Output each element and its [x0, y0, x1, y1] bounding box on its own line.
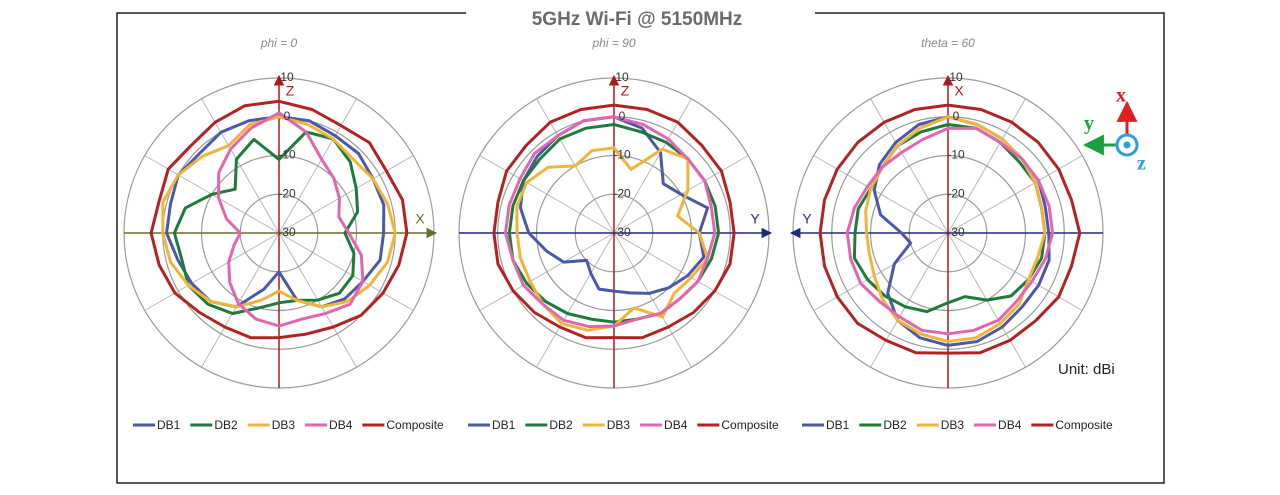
r-tick-label: 10	[615, 70, 629, 84]
subtitle: theta = 60	[921, 36, 975, 50]
icon-z-label: z	[1137, 153, 1146, 175]
r-tick-label: 10	[949, 70, 963, 84]
r-tick-label: -10	[613, 148, 631, 162]
r-tick-label: -20	[278, 186, 296, 200]
r-tick-label: -10	[947, 148, 965, 162]
series-line	[504, 115, 717, 329]
r-tick-label: -10	[278, 148, 296, 162]
legend-label: DB4	[998, 418, 1022, 432]
subtitle: phi = 0	[260, 36, 298, 50]
series-line	[161, 115, 397, 309]
horizontal-axis-label: Y	[802, 211, 812, 227]
series-line	[845, 126, 1055, 336]
legend-label: DB3	[272, 418, 296, 432]
r-tick-label: 0	[619, 109, 626, 123]
polar-chart: phi = 0 Z X 10 0 -10 -20 -30 DB1 DB2 DB3 DB4 Composi…	[123, 36, 444, 432]
r-tick-label: -30	[278, 225, 296, 239]
icon-z-dot	[1123, 141, 1131, 149]
legend-label: DB2	[549, 418, 573, 432]
axes-icon: x y z	[1082, 85, 1146, 175]
icon-x-label: x	[1116, 85, 1126, 107]
vertical-axis-label: Z	[286, 83, 295, 99]
subtitle: phi = 90	[591, 36, 635, 50]
r-tick-label: 0	[284, 109, 291, 123]
r-tick-label: 10	[280, 70, 294, 84]
horizontal-axis-label: X	[415, 211, 425, 227]
vertical-axis-label: Z	[621, 83, 630, 99]
legend-label: DB3	[607, 418, 631, 432]
r-tick-label: -20	[613, 186, 631, 200]
legend-label: DB3	[941, 418, 965, 432]
legend-label: DB4	[664, 418, 688, 432]
legend-label: Composite	[721, 418, 779, 432]
icon-y-label: y	[1084, 113, 1094, 135]
polar-chart: theta = 60 X Y 10 0 -10 -20 -30 DB1 DB2 DB3 DB4 Comp…	[789, 36, 1113, 432]
legend-label: DB4	[329, 418, 353, 432]
legend-label: DB1	[492, 418, 516, 432]
horizontal-axis-label: Y	[750, 211, 760, 227]
series-line	[172, 130, 360, 315]
r-tick-label: -30	[947, 225, 965, 239]
series-line	[217, 111, 365, 328]
r-tick-label: -30	[613, 225, 631, 239]
r-tick-label: 0	[953, 109, 960, 123]
series-line	[818, 103, 1082, 355]
legend-label: DB1	[826, 418, 850, 432]
legend-label: DB1	[157, 418, 181, 432]
legend-label: DB2	[883, 418, 907, 432]
legend-label: Composite	[386, 418, 444, 432]
series-line	[492, 103, 736, 340]
polar-chart: phi = 90 Z Y 10 0 -10 -20 -30 DB1 DB2 DB3 DB4 Compos…	[458, 36, 779, 432]
title-background	[466, 4, 815, 32]
title: 5GHz Wi-Fi @ 5150MHz	[532, 9, 743, 30]
vertical-axis-label: X	[954, 83, 964, 99]
r-tick-label: -20	[947, 186, 965, 200]
series-line	[149, 99, 409, 340]
series-line	[864, 115, 1047, 343]
legend-label: DB2	[214, 418, 238, 432]
legend-label: Composite	[1055, 418, 1113, 432]
annotation: Unit: dBi	[1058, 361, 1115, 378]
